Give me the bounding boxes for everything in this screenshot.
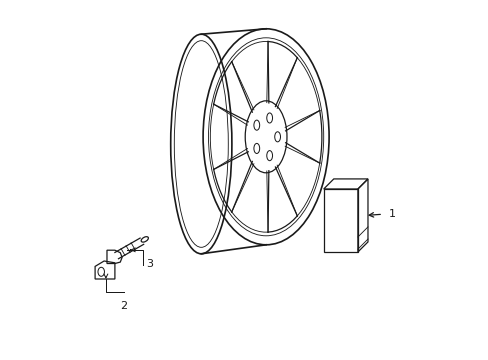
Text: 2: 2 — [120, 301, 127, 311]
Text: 1: 1 — [387, 209, 395, 219]
Bar — [323, 189, 357, 252]
Text: 3: 3 — [146, 258, 153, 269]
